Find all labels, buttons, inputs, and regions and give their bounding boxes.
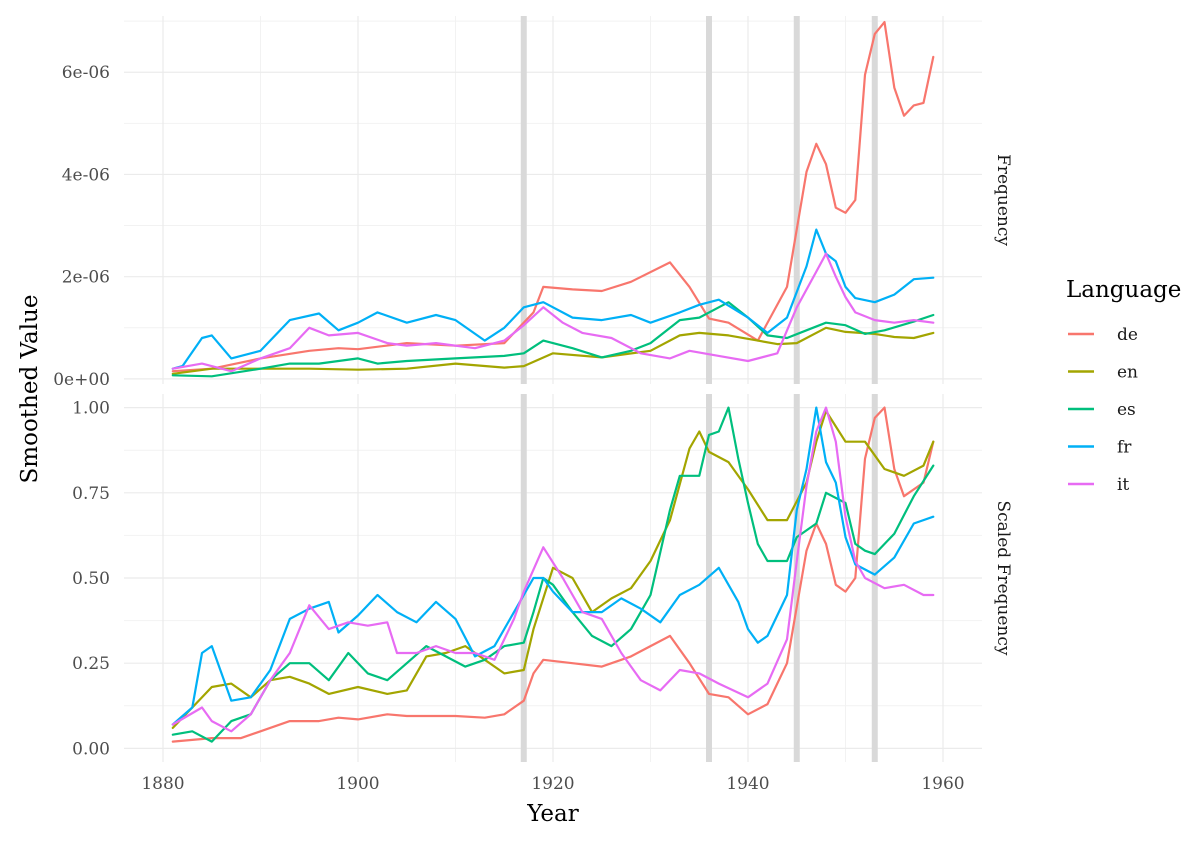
y-tick-label: 0.00 bbox=[72, 739, 110, 759]
series-line-fr bbox=[171, 228, 935, 370]
y-tick-label: 0.25 bbox=[72, 654, 110, 674]
x-tick-label: 1940 bbox=[726, 774, 769, 794]
series-line-en bbox=[171, 409, 935, 729]
facet-strip-label: Frequency bbox=[993, 154, 1013, 246]
series-line-es bbox=[171, 406, 935, 743]
series-line-de bbox=[171, 406, 935, 743]
y-tick-label: 0.75 bbox=[72, 484, 110, 504]
panel-scaled-frequency: 0.00 0.25 0.50 0.75 1.00 Scaled Frequency bbox=[72, 394, 1013, 762]
series-line-de bbox=[171, 21, 935, 373]
y-tick-label: 2e-06 bbox=[62, 268, 110, 288]
y-tick-label: 4e-06 bbox=[62, 165, 110, 185]
x-tick-label: 1900 bbox=[336, 774, 379, 794]
legend-label-fr: fr bbox=[1117, 438, 1132, 458]
legend-title: Language bbox=[1066, 277, 1181, 303]
x-tick-label: 1960 bbox=[921, 774, 964, 794]
panel-frequency: 0e+00 2e-06 4e-06 6e-06 Frequency bbox=[53, 16, 1013, 390]
series-line-es bbox=[171, 301, 935, 378]
x-tick-label: 1920 bbox=[531, 774, 574, 794]
legend-label-de: de bbox=[1117, 325, 1138, 345]
legend-label-en: en bbox=[1117, 363, 1138, 383]
y-tick-label: 0.50 bbox=[72, 569, 110, 589]
x-axis-title: Year bbox=[526, 801, 579, 827]
legend-label-it: it bbox=[1117, 475, 1129, 495]
y-tick-label: 1.00 bbox=[72, 399, 110, 419]
legend-label-es: es bbox=[1117, 400, 1136, 420]
x-tick-label: 1880 bbox=[141, 774, 184, 794]
series-line-it bbox=[171, 406, 935, 733]
y-axis-title: Smoothed Value bbox=[17, 295, 43, 484]
legend: Language de en es fr it bbox=[1066, 277, 1181, 495]
y-tick-label: 0e+00 bbox=[53, 370, 110, 390]
series-line-it bbox=[171, 252, 935, 373]
series-line-en bbox=[171, 326, 935, 375]
facet-strip-label: Scaled Frequency bbox=[993, 500, 1013, 655]
y-tick-label: 6e-06 bbox=[62, 63, 110, 83]
